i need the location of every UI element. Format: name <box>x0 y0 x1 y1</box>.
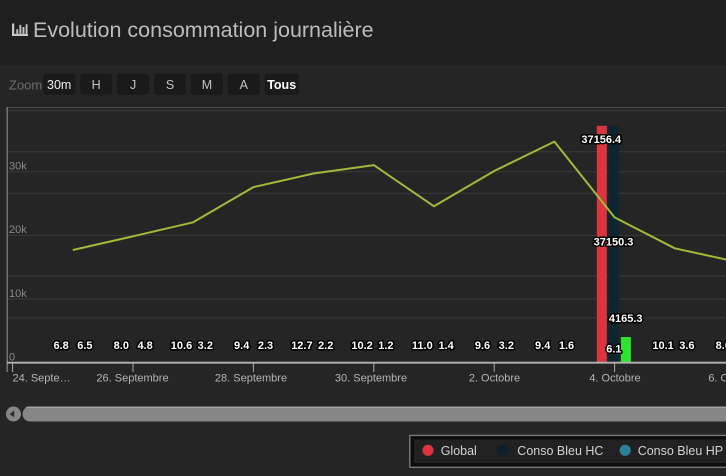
svg-text:30. Septembre: 30. Septembre <box>335 373 407 385</box>
svg-text:H: H <box>92 78 101 92</box>
svg-text:6.1: 6.1 <box>606 343 621 355</box>
svg-text:2.3: 2.3 <box>258 340 273 352</box>
svg-text:Conso Bleu HC: Conso Bleu HC <box>517 444 603 458</box>
svg-text:11.0: 11.0 <box>412 340 433 352</box>
svg-text:9.4: 9.4 <box>234 340 250 352</box>
svg-text:A: A <box>240 78 249 92</box>
svg-text:6.8: 6.8 <box>53 340 68 352</box>
svg-text:Conso Bleu HP: Conso Bleu HP <box>638 444 723 458</box>
svg-text:Evolution consommation journal: Evolution consommation journalière <box>33 18 374 42</box>
svg-text:8.0: 8.0 <box>114 340 129 352</box>
svg-text:6. Octobre: 6. Octobre <box>708 373 726 385</box>
svg-text:9.6: 9.6 <box>475 340 490 352</box>
svg-text:0: 0 <box>9 351 15 363</box>
svg-text:Global: Global <box>441 444 477 458</box>
svg-text:4.8: 4.8 <box>137 340 152 352</box>
svg-text:30k: 30k <box>9 161 27 173</box>
svg-text:3.2: 3.2 <box>499 340 514 352</box>
svg-text:1.2: 1.2 <box>378 340 393 352</box>
svg-text:9.4: 9.4 <box>535 340 551 352</box>
svg-text:4. Octobre: 4. Octobre <box>589 373 640 385</box>
svg-text:J: J <box>130 78 136 92</box>
svg-text:3.6: 3.6 <box>679 340 694 352</box>
svg-text:30m: 30m <box>47 78 71 92</box>
svg-text:37156.4: 37156.4 <box>581 134 622 146</box>
svg-text:1.4: 1.4 <box>438 340 454 352</box>
svg-text:37150.3: 37150.3 <box>594 237 634 249</box>
svg-text:2. Octobre: 2. Octobre <box>469 373 520 385</box>
svg-text:4165.3: 4165.3 <box>609 313 643 325</box>
svg-text:20k: 20k <box>9 224 27 236</box>
svg-text:6.5: 6.5 <box>77 340 92 352</box>
svg-text:1.6: 1.6 <box>559 340 574 352</box>
svg-text:Zoom: Zoom <box>9 78 42 93</box>
svg-text:S: S <box>166 78 174 92</box>
svg-text:12.7: 12.7 <box>291 340 312 352</box>
svg-text:10k: 10k <box>9 288 27 300</box>
svg-text:8.0: 8.0 <box>716 340 726 352</box>
svg-text:24. Septe…: 24. Septe… <box>13 373 71 385</box>
svg-text:10.6: 10.6 <box>171 340 192 352</box>
svg-text:M: M <box>202 78 212 92</box>
svg-text:10.2: 10.2 <box>351 340 372 352</box>
svg-text:28. Septembre: 28. Septembre <box>215 373 287 385</box>
svg-text:3.2: 3.2 <box>198 340 213 352</box>
svg-text:10.1: 10.1 <box>652 340 673 352</box>
svg-text:26. Septembre: 26. Septembre <box>96 373 168 385</box>
svg-text:Tous: Tous <box>267 78 296 92</box>
svg-text:2.2: 2.2 <box>318 340 333 352</box>
